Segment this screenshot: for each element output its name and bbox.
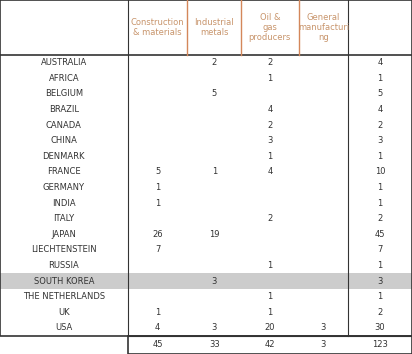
Text: 1: 1 bbox=[377, 74, 383, 83]
Text: 26: 26 bbox=[152, 230, 163, 239]
Text: 1: 1 bbox=[377, 152, 383, 161]
Text: 3: 3 bbox=[267, 136, 273, 145]
Text: AFRICA: AFRICA bbox=[49, 74, 79, 83]
Text: 1: 1 bbox=[267, 308, 272, 317]
Text: 19: 19 bbox=[209, 230, 220, 239]
Text: RUSSIA: RUSSIA bbox=[49, 261, 79, 270]
Text: AUSTRALIA: AUSTRALIA bbox=[41, 58, 87, 67]
Text: 42: 42 bbox=[265, 340, 275, 349]
Text: General
manufacturi
ng: General manufacturi ng bbox=[298, 12, 349, 42]
Text: ITALY: ITALY bbox=[53, 214, 75, 223]
Text: GERMANY: GERMANY bbox=[43, 183, 85, 192]
Text: 3: 3 bbox=[211, 323, 217, 332]
Text: 1: 1 bbox=[155, 183, 160, 192]
Text: SOUTH KOREA: SOUTH KOREA bbox=[34, 276, 94, 286]
Text: 2: 2 bbox=[267, 58, 272, 67]
Text: 1: 1 bbox=[377, 261, 383, 270]
Text: 2: 2 bbox=[267, 121, 272, 130]
Text: 4: 4 bbox=[155, 323, 160, 332]
Text: 20: 20 bbox=[265, 323, 275, 332]
Text: Industrial
metals: Industrial metals bbox=[194, 18, 234, 37]
Text: 2: 2 bbox=[377, 121, 383, 130]
Text: 45: 45 bbox=[152, 340, 163, 349]
Text: 1: 1 bbox=[155, 308, 160, 317]
Text: UK: UK bbox=[58, 308, 70, 317]
Text: 4: 4 bbox=[267, 167, 272, 176]
Text: 1: 1 bbox=[212, 167, 217, 176]
Text: 3: 3 bbox=[377, 136, 383, 145]
Text: 1: 1 bbox=[267, 152, 272, 161]
Text: 2: 2 bbox=[267, 214, 272, 223]
Text: THE NETHERLANDS: THE NETHERLANDS bbox=[23, 292, 105, 301]
Text: JAPAN: JAPAN bbox=[52, 230, 76, 239]
Text: 4: 4 bbox=[377, 105, 383, 114]
Text: BRAZIL: BRAZIL bbox=[49, 105, 79, 114]
Text: 2: 2 bbox=[212, 58, 217, 67]
Text: 7: 7 bbox=[155, 245, 160, 254]
Text: Construction
& materials: Construction & materials bbox=[131, 18, 185, 37]
Text: DENMARK: DENMARK bbox=[42, 152, 85, 161]
Text: 3: 3 bbox=[321, 323, 326, 332]
Text: 5: 5 bbox=[377, 89, 383, 98]
Text: 1: 1 bbox=[267, 74, 272, 83]
Text: Oil &
gas
producers: Oil & gas producers bbox=[249, 12, 291, 42]
Text: CANADA: CANADA bbox=[46, 121, 82, 130]
Text: 1: 1 bbox=[377, 199, 383, 207]
Text: 45: 45 bbox=[375, 230, 385, 239]
Text: CHINA: CHINA bbox=[50, 136, 77, 145]
Text: 7: 7 bbox=[377, 245, 383, 254]
Text: FRANCE: FRANCE bbox=[47, 167, 81, 176]
Text: 3: 3 bbox=[321, 340, 326, 349]
Text: 33: 33 bbox=[209, 340, 220, 349]
Text: LIECHTENSTEIN: LIECHTENSTEIN bbox=[31, 245, 97, 254]
Text: 1: 1 bbox=[377, 183, 383, 192]
Text: 1: 1 bbox=[155, 199, 160, 207]
Text: 5: 5 bbox=[155, 167, 160, 176]
Bar bbox=[0, 273, 412, 289]
Text: 4: 4 bbox=[377, 58, 383, 67]
Text: 1: 1 bbox=[377, 292, 383, 301]
Text: INDIA: INDIA bbox=[52, 199, 76, 207]
Bar bbox=[128, 336, 412, 354]
Text: 2: 2 bbox=[377, 214, 383, 223]
Text: 4: 4 bbox=[267, 105, 272, 114]
Text: USA: USA bbox=[55, 323, 73, 332]
Text: 1: 1 bbox=[267, 292, 272, 301]
Text: 2: 2 bbox=[377, 308, 383, 317]
Text: 1: 1 bbox=[267, 261, 272, 270]
Text: 3: 3 bbox=[211, 276, 217, 286]
Text: 3: 3 bbox=[377, 276, 383, 286]
Text: 30: 30 bbox=[375, 323, 385, 332]
Text: 5: 5 bbox=[212, 89, 217, 98]
Text: 123: 123 bbox=[372, 340, 388, 349]
Text: 10: 10 bbox=[375, 167, 385, 176]
Text: BELGIUM: BELGIUM bbox=[45, 89, 83, 98]
